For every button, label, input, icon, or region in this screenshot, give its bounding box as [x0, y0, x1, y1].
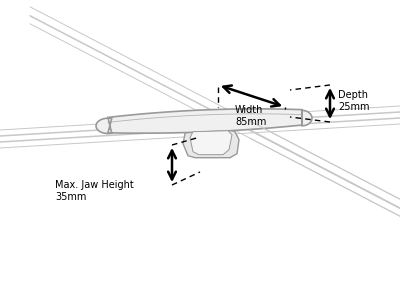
Polygon shape	[190, 131, 232, 155]
Polygon shape	[183, 130, 239, 158]
Text: Width
85mm: Width 85mm	[235, 105, 266, 127]
Text: Depth
25mm: Depth 25mm	[338, 90, 370, 112]
Polygon shape	[96, 109, 312, 134]
Text: Max. Jaw Height
35mm: Max. Jaw Height 35mm	[55, 180, 134, 202]
